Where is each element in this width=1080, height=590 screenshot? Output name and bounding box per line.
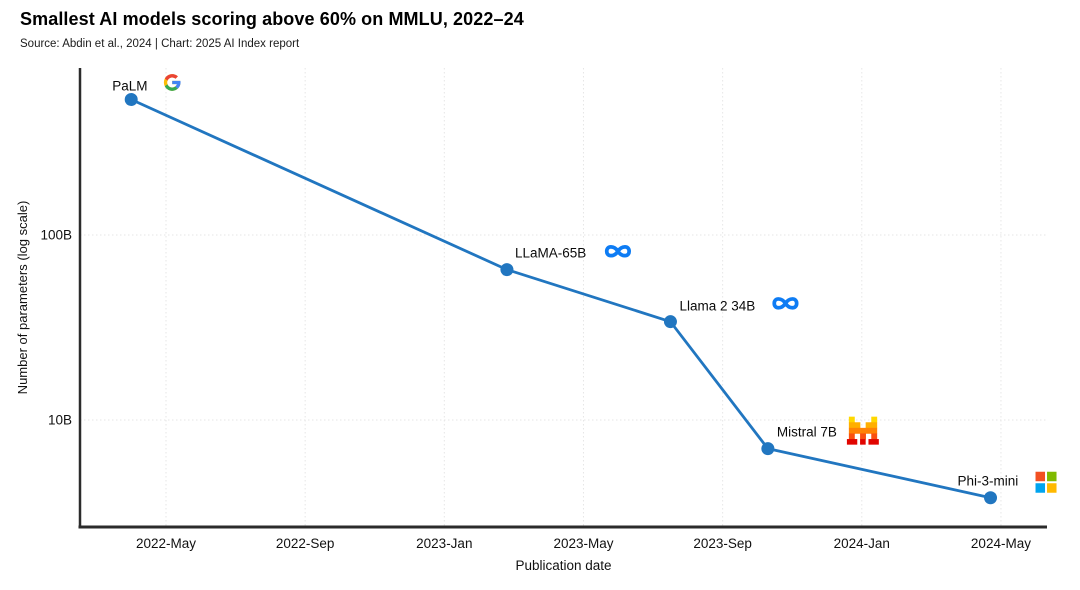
- meta-logo-icon: [604, 245, 632, 258]
- x-tick-label: 2024-Jan: [834, 536, 890, 551]
- x-tick-label: 2022-May: [136, 536, 196, 551]
- meta-infinity: [604, 245, 632, 258]
- meta-infinity: [772, 297, 799, 310]
- point-label: Phi-3-mini: [958, 474, 1019, 489]
- mistral-cell: [871, 422, 878, 429]
- x-axis-title: Publication date: [515, 558, 611, 573]
- mistral-cell: [854, 422, 861, 429]
- mistral-cell: [848, 422, 855, 429]
- mistral-cell: [860, 439, 866, 445]
- point-label: Llama 2 34B: [679, 299, 755, 314]
- data-point: [663, 315, 677, 329]
- mistral-logo-icon: [846, 416, 879, 445]
- mistral-cell: [871, 433, 878, 440]
- meta-logo-icon: [772, 297, 799, 310]
- mistral-cell: [860, 433, 866, 440]
- point-label: PaLM: [112, 79, 147, 94]
- g-green: [164, 84, 178, 91]
- ms-red: [1035, 471, 1046, 482]
- chart-title: Smallest AI models scoring above 60% on …: [20, 9, 524, 29]
- chart-subtitle: Source: Abdin et al., 2024 | Chart: 2025…: [20, 38, 300, 50]
- x-tick-label: 2024-May: [971, 536, 1031, 551]
- google-logo-icon: [163, 74, 181, 91]
- x-tick-label: 2023-May: [553, 536, 613, 551]
- mistral-cell: [865, 422, 872, 429]
- mistral-cell: [848, 433, 855, 440]
- g-blue: [172, 80, 181, 89]
- mistral-cell: [865, 427, 872, 434]
- x-tick-label: 2022-Sep: [276, 536, 335, 551]
- point-label: LLaMA-65B: [515, 246, 586, 261]
- mistral-cell: [871, 416, 878, 423]
- data-point: [761, 442, 775, 456]
- mistral-cell: [871, 427, 878, 434]
- mistral-foot: [846, 439, 858, 445]
- microsoft-logo-icon: [1035, 471, 1057, 493]
- mistral-cell: [848, 416, 855, 423]
- data-point: [500, 263, 514, 277]
- data-point: [984, 491, 998, 505]
- g-red: [164, 74, 178, 81]
- x-tick-label: 2023-Sep: [693, 536, 752, 551]
- x-tick-label: 2023-Jan: [416, 536, 472, 551]
- google-g: [163, 74, 181, 91]
- y-tick-label: 10B: [48, 413, 72, 428]
- mistral-cell: [854, 427, 861, 434]
- ms-green: [1047, 471, 1057, 482]
- ms-yellow: [1047, 483, 1057, 493]
- mistral-cell: [860, 427, 866, 434]
- mistral-cell: [848, 427, 855, 434]
- data-point: [124, 93, 138, 107]
- y-tick-label: 100B: [40, 228, 72, 243]
- y-axis-title: Number of parameters (log scale): [15, 201, 30, 395]
- mistral-foot: [868, 439, 879, 445]
- point-label: Mistral 7B: [777, 425, 837, 440]
- ms-blue: [1035, 483, 1046, 493]
